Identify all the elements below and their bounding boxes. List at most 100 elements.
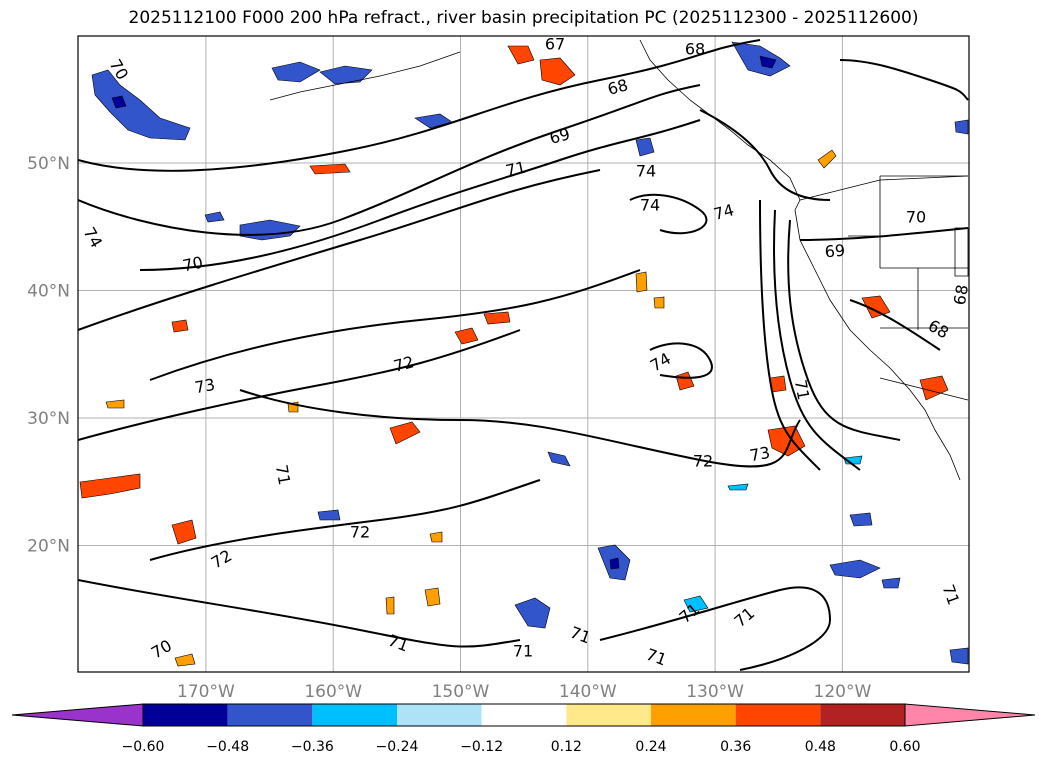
contour-line [629,193,708,235]
colorbar-tick-label: −0.48 [206,739,249,755]
contour-label: 74 [711,200,736,224]
coastlines [269,39,969,481]
pos-patch [105,399,125,409]
contour-line [149,269,641,381]
colorbar-bin [820,704,905,726]
neg-patch [317,509,341,521]
pos-patch [171,319,189,333]
lat-label: 20°N [27,537,70,557]
contour-line [839,59,969,101]
contour-label: 68 [605,75,630,99]
us-state-borders [848,175,969,401]
contour-label: 73 [193,375,216,397]
contour-line [239,389,801,468]
pos-patch [309,163,351,175]
colorbar-bin [143,704,228,726]
colorbar-bin [651,704,736,726]
gridlines [78,36,969,672]
pos-patch [919,375,949,401]
colorbar-tick-label: 0.60 [889,739,920,755]
contour-line [649,342,713,379]
contour-line [78,329,521,441]
neg-patch [829,559,881,579]
neg-patch [949,647,969,665]
contour-label: 74 [636,162,656,181]
contour-line [78,39,761,172]
colorbar-tick-label: 0.24 [635,739,666,755]
coastline-alaska [639,39,801,211]
colorbar-extend-high [904,703,1036,727]
map-frame [77,35,970,673]
pos-patch [429,531,443,543]
neg-patch [271,61,321,83]
contour-line [78,579,521,648]
colorbar-extend-low [11,703,144,727]
coastline-us-west [794,209,961,481]
neg-patch [954,119,969,135]
contour-label: 71 [513,642,533,661]
negative-precip-patches [91,41,969,665]
pos-patch [675,371,695,391]
pos-patch [79,473,141,499]
pos-patch [507,45,535,65]
contour-line [78,84,701,236]
pos-patch [454,327,479,345]
colorbar-bin [312,704,397,726]
map-title: 2025112100 F000 200 hPa refract., river … [128,8,919,28]
contour-label: 71 [504,158,528,181]
neg-patch [881,577,901,589]
pos-patch [767,425,806,457]
contour-line [759,199,821,471]
contour-label: 73 [748,443,771,465]
colorbar-bin [227,704,313,726]
neg-patch [204,211,225,223]
contour-label: 72 [350,523,370,542]
contour-label: 72 [693,452,713,471]
colorbar: −0.60 −0.48 −0.36 −0.24 −0.12 0.12 0.24 0.36 0.4… [11,703,1036,755]
contour-line [599,586,832,671]
latitude-labels: 50°N 40°N 30°N 20°N [27,154,70,557]
colorbar-tick-label: −0.60 [122,739,165,755]
neg-patch [727,483,749,491]
pos-patch [389,421,421,445]
neg-patch [635,137,655,157]
neg-patch [514,597,551,629]
pos-patch [817,149,837,169]
pos-patch [171,519,197,545]
contour-label: 67 [545,35,565,54]
contour-label: 70 [181,253,205,276]
contour-label: 71 [791,378,813,401]
colorbar-tick-label: 0.36 [720,739,751,755]
contour-line [139,119,701,271]
colorbar-bin [397,704,482,726]
lon-label: 130°W [686,682,744,702]
neg-patch [683,595,709,613]
colorbar-bin [566,704,651,726]
colorbar-frame [142,703,906,727]
neg-patch [319,65,373,85]
refractivity-contours [78,39,969,671]
neg-patch [547,451,571,467]
contour-line [149,479,541,561]
lon-label: 170°W [177,682,235,702]
neg-patch-core [111,95,127,109]
pos-patch [483,311,511,325]
contour-label: 70 [906,208,926,227]
pos-patch [424,587,441,607]
contour-label: 71 [272,463,294,486]
pos-patch [861,295,891,319]
contour-line [799,227,969,241]
colorbar-tick-label: 0.12 [551,739,582,755]
pos-patch [539,57,576,86]
contour-line [78,169,601,331]
pos-patch [174,653,196,667]
neg-patch [849,512,873,527]
map-background [78,36,969,672]
pos-patch [385,596,395,615]
lon-label: 160°W [304,682,362,702]
pos-patch [653,296,665,309]
contour-label: 68 [950,283,972,306]
pos-patch [635,271,648,293]
